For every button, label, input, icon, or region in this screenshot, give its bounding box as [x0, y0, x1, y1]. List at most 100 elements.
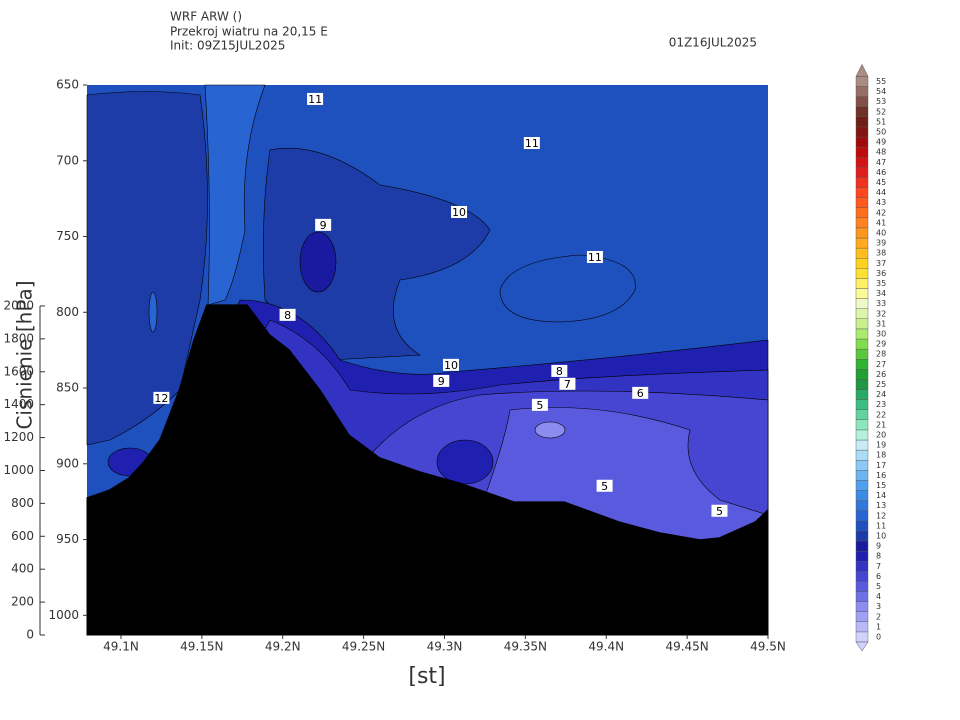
contour-label: 8	[284, 309, 291, 322]
colorbar-label: 55	[876, 77, 886, 86]
colorbar-cell	[855, 278, 869, 289]
colorbar-label: 0	[876, 632, 881, 641]
y2-tick-label: 2000	[3, 298, 34, 312]
colorbar-cell	[855, 369, 869, 380]
x-tick-label: 49.5N	[750, 640, 786, 654]
y-axis-label: Cisnienie [hPa]	[13, 280, 37, 429]
x-tick-label: 49.35N	[504, 640, 547, 654]
contour-label-box	[315, 218, 332, 231]
colorbar-label: 27	[876, 360, 886, 369]
colorbar-label: 48	[876, 148, 886, 157]
colorbar-label: 33	[876, 299, 886, 308]
contour-label: 11	[588, 251, 602, 264]
contour-label: 10	[444, 359, 458, 372]
colorbar-cell	[855, 429, 869, 441]
colorbar-cell	[855, 500, 869, 511]
colorbar-cell	[855, 106, 869, 117]
y2-tick-label: 600	[11, 529, 34, 543]
colorbar-label: 36	[876, 269, 886, 278]
colorbar-cell	[855, 399, 869, 410]
contour-label-box	[596, 479, 613, 492]
colorbar-label: 4	[876, 592, 881, 601]
colorbar-cell	[855, 540, 869, 552]
colorbar-label: 3	[876, 602, 881, 611]
y-tick-label: 950	[56, 532, 79, 546]
colorbar-cell	[855, 187, 869, 198]
colorbar-label: 12	[876, 511, 886, 520]
colorbar-cell	[855, 419, 869, 431]
x-tick-label: 49.45N	[665, 640, 708, 654]
y2-tick-label: 0	[26, 628, 34, 642]
colorbar-label: 30	[876, 329, 886, 338]
colorbar-cell	[855, 308, 869, 320]
y-tick-label: 850	[56, 381, 79, 395]
colorbar-cell	[855, 530, 869, 542]
colorbar-cell	[855, 167, 869, 178]
colorbar-arrow	[855, 63, 869, 77]
colorbar-cell	[855, 318, 869, 330]
colorbar-label: 32	[876, 309, 886, 318]
field-region	[299, 231, 337, 293]
colorbar-cell	[855, 258, 869, 269]
y-tick-label: 650	[56, 78, 79, 92]
contour-label-box	[711, 504, 728, 517]
contour-label: 9	[438, 375, 445, 388]
contour-label: 11	[525, 137, 539, 150]
colorbar-label: 10	[876, 531, 886, 540]
colorbar-label: 52	[876, 107, 886, 116]
colorbar-arrow	[855, 641, 869, 652]
x-tick-label: 49.2N	[265, 640, 301, 654]
colorbar-label: 44	[876, 188, 886, 197]
colorbar-cell	[855, 581, 869, 592]
colorbar-cell	[855, 126, 869, 138]
title: WRF ARW ()	[170, 10, 242, 24]
valid-time: 01Z16JUL2025	[669, 36, 757, 50]
colorbar-cell	[855, 237, 869, 249]
colorbar-label: 40	[876, 228, 886, 237]
colorbar-cell	[855, 207, 869, 218]
colorbar-label: 31	[876, 319, 886, 328]
colorbar-cell	[855, 550, 869, 562]
colorbar-cell	[855, 449, 869, 461]
colorbar-cell	[855, 591, 869, 602]
x-tick-label: 49.25N	[342, 640, 385, 654]
contour-label-box	[153, 391, 170, 404]
colorbar-label: 2	[876, 612, 881, 621]
y-tick-label: 700	[56, 153, 79, 167]
colorbar-label: 15	[876, 481, 886, 490]
colorbar-cell	[855, 288, 869, 299]
contour-label-box	[433, 374, 450, 387]
field-region	[86, 91, 208, 446]
colorbar-label: 22	[876, 410, 886, 419]
colorbar-label: 25	[876, 380, 886, 389]
colorbar-label: 8	[876, 552, 881, 561]
x-tick-label: 49.1N	[103, 640, 139, 654]
colorbar-cell	[855, 156, 869, 168]
y2-tick-label: 800	[11, 496, 34, 510]
colorbar-cell	[855, 621, 869, 633]
colorbar-cell	[855, 338, 869, 350]
colorbar-label: 6	[876, 572, 881, 581]
colorbar-cell	[855, 460, 869, 471]
colorbar-label: 43	[876, 198, 886, 207]
colorbar-cell	[855, 379, 869, 390]
colorbar-label: 18	[876, 451, 886, 460]
y2-tick-label: 400	[11, 562, 34, 576]
colorbar-label: 19	[876, 441, 886, 450]
colorbar-label: 16	[876, 471, 886, 480]
colorbar-cell	[855, 480, 869, 491]
colorbar-label: 39	[876, 239, 886, 248]
contour-label-box	[523, 137, 540, 150]
colorbar-cell	[855, 389, 869, 400]
field-region	[534, 421, 566, 439]
colorbar-label: 45	[876, 178, 886, 187]
colorbar-label: 26	[876, 370, 886, 379]
contour-label: 9	[320, 219, 327, 232]
colorbar-cell	[855, 247, 869, 259]
contour-label: 5	[536, 399, 543, 412]
contour-label: 5	[716, 505, 723, 518]
contour-label: 7	[564, 378, 571, 391]
colorbar-label: 1	[876, 622, 881, 631]
y2-tick-label: 1800	[3, 331, 34, 345]
